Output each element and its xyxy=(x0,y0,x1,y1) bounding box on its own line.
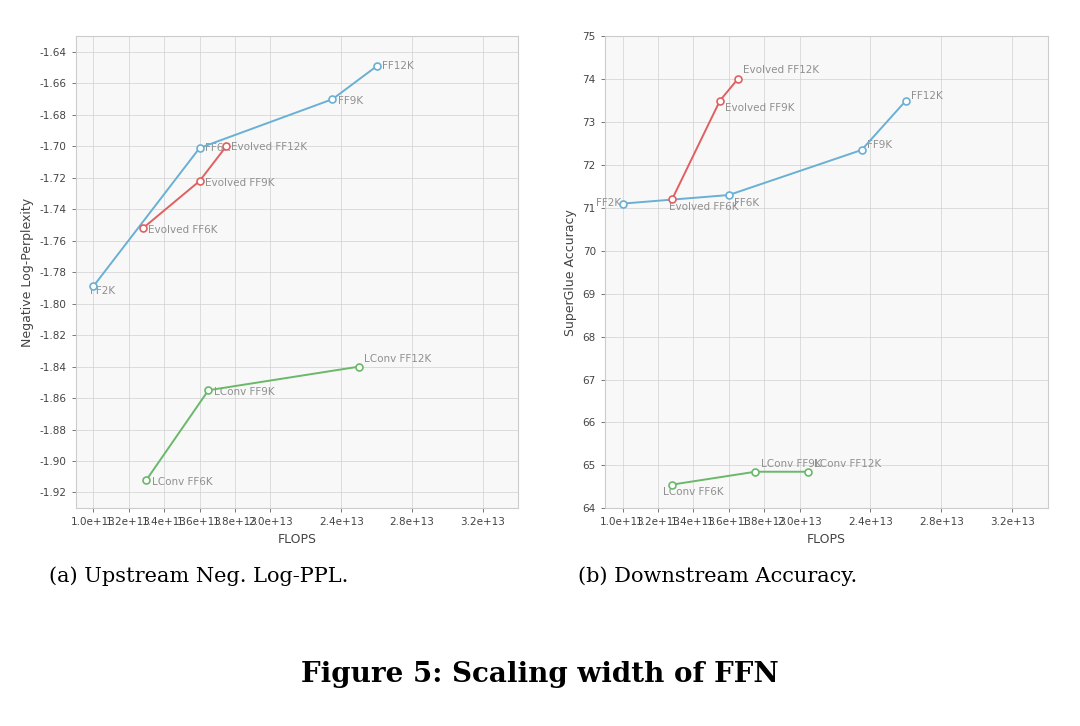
Text: FF9K: FF9K xyxy=(338,96,363,106)
Text: LConv FF12K: LConv FF12K xyxy=(814,460,881,470)
Text: Evolved FF12K: Evolved FF12K xyxy=(743,65,819,75)
Text: (a) Upstream Neg. Log-PPL.: (a) Upstream Neg. Log-PPL. xyxy=(49,566,348,586)
X-axis label: FLOPS: FLOPS xyxy=(807,533,846,546)
Text: LConv FF9K: LConv FF9K xyxy=(760,460,821,470)
Text: LConv FF6K: LConv FF6K xyxy=(663,487,724,497)
Text: Evolved FF12K: Evolved FF12K xyxy=(231,142,308,152)
Text: Figure 5: Scaling width of FFN: Figure 5: Scaling width of FFN xyxy=(301,661,779,688)
Text: FF6K: FF6K xyxy=(205,143,230,153)
Text: FF9K: FF9K xyxy=(867,140,892,150)
Text: FF12K: FF12K xyxy=(912,91,943,100)
Text: Evolved FF6K: Evolved FF6K xyxy=(148,225,218,235)
Text: FF12K: FF12K xyxy=(382,61,414,71)
Text: Evolved FF6K: Evolved FF6K xyxy=(669,202,738,212)
Y-axis label: Negative Log-Perplexity: Negative Log-Perplexity xyxy=(21,197,33,347)
Text: LConv FF6K: LConv FF6K xyxy=(152,476,213,486)
Text: Evolved FF9K: Evolved FF9K xyxy=(726,103,795,113)
Text: (b) Downstream Accuracy.: (b) Downstream Accuracy. xyxy=(578,566,858,586)
Y-axis label: SuperGlue Accuracy: SuperGlue Accuracy xyxy=(564,209,577,335)
Text: Evolved FF9K: Evolved FF9K xyxy=(205,178,274,188)
Text: FF2K: FF2K xyxy=(596,197,621,208)
Text: FF2K: FF2K xyxy=(90,286,114,296)
Text: LConv FF12K: LConv FF12K xyxy=(364,354,432,364)
Text: FF6K: FF6K xyxy=(734,197,759,208)
Text: LConv FF9K: LConv FF9K xyxy=(214,387,274,397)
X-axis label: FLOPS: FLOPS xyxy=(278,533,316,546)
